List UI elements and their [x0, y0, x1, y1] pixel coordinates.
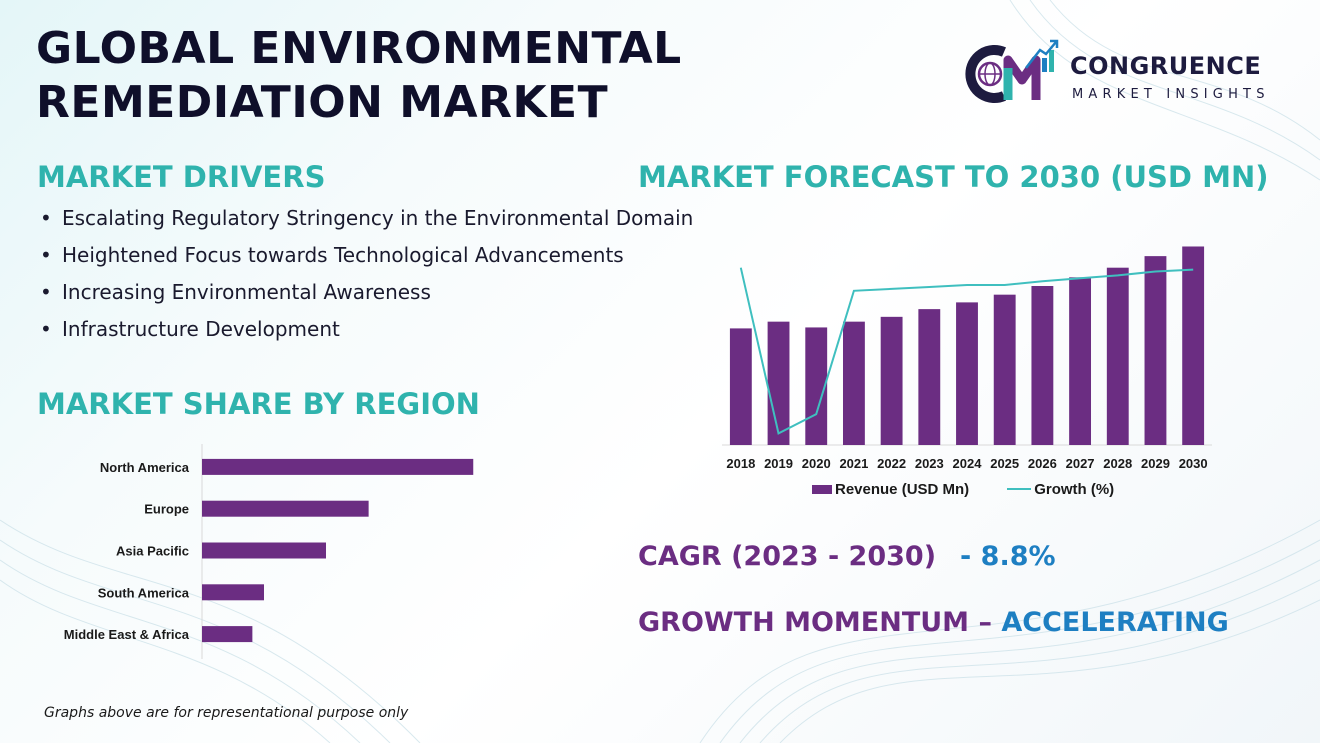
logo-name: CONGRUENCE — [1070, 52, 1262, 80]
legend-label-growth: Growth (%) — [1034, 480, 1115, 498]
forecast-chart: 2018 2019 2020 2021 2022 2023 2024 2025 2026 2027… — [722, 246, 1212, 471]
revenue-bar — [805, 327, 828, 445]
x-tick-label: 2025 — [990, 456, 1019, 471]
market-forecast-heading: MARKET FORECAST TO 2030 (USD MN) — [638, 160, 1269, 194]
driver-item: Heightened Focus towards Technological A… — [38, 237, 694, 274]
cagr-value: - 8.8% — [960, 541, 1056, 572]
x-tick-label: 2028 — [1103, 456, 1132, 471]
region-bar — [202, 458, 474, 475]
region-label: Middle East & Africa — [64, 627, 190, 642]
footnote: Graphs above are for representational pu… — [44, 705, 409, 721]
market-share-heading: MARKET SHARE BY REGION — [37, 387, 480, 421]
region-label: Europe — [144, 502, 189, 517]
revenue-bar — [729, 328, 752, 445]
region-chart: North America Europe Asia Pacific South Ame… — [64, 444, 474, 659]
revenue-bar — [1031, 286, 1054, 445]
x-tick-label: 2030 — [1179, 456, 1208, 471]
growth-momentum-label: GROWTH MOMENTUM – — [638, 607, 992, 638]
x-tick-label: 2029 — [1141, 456, 1170, 471]
revenue-bar — [767, 321, 790, 445]
x-tick-label: 2019 — [764, 456, 793, 471]
driver-item: Increasing Environmental Awareness — [38, 274, 694, 311]
x-tick-label: 2026 — [1028, 456, 1057, 471]
revenue-bar — [1069, 277, 1092, 445]
driver-item: Escalating Regulatory Stringency in the … — [38, 200, 694, 237]
x-tick-label: 2021 — [839, 456, 868, 471]
driver-item: Infrastructure Development — [38, 311, 694, 348]
company-logo: CONGRUENCE MARKET INSIGHTS — [964, 38, 1284, 108]
page-title: GLOBAL ENVIRONMENTAL REMEDIATION MARKET — [36, 22, 682, 130]
x-tick-label: 2027 — [1066, 456, 1095, 471]
revenue-bar — [956, 302, 978, 445]
revenue-bar — [993, 294, 1016, 445]
logo-tagline: MARKET INSIGHTS — [1072, 87, 1270, 102]
market-drivers-list: Escalating Regulatory Stringency in the … — [38, 200, 694, 348]
growth-momentum-statement: GROWTH MOMENTUM – ACCELERATING — [638, 607, 1229, 638]
forecast-legend: Revenue (USD Mn) Growth (%) — [812, 479, 1114, 499]
revenue-bar — [918, 309, 941, 445]
region-label: Asia Pacific — [116, 544, 189, 559]
x-tick-label: 2018 — [726, 456, 755, 471]
revenue-bar — [842, 321, 865, 445]
x-tick-label: 2023 — [915, 456, 944, 471]
revenue-bar — [1106, 267, 1129, 445]
legend-swatch-revenue — [812, 484, 832, 494]
region-label: North America — [100, 460, 190, 475]
region-label: South America — [98, 585, 190, 600]
page-title-line-1: GLOBAL ENVIRONMENTAL — [36, 23, 682, 74]
page-title-line-2: REMEDIATION MARKET — [36, 77, 609, 128]
cagr-statement: CAGR (2023 - 2030) - 8.8% — [638, 541, 1056, 572]
x-tick-label: 2020 — [802, 456, 831, 471]
x-tick-label: 2024 — [953, 456, 983, 471]
revenue-bar — [880, 316, 903, 445]
region-bar — [202, 542, 326, 559]
legend-swatch-growth — [1007, 488, 1032, 490]
growth-momentum-value: ACCELERATING — [991, 607, 1229, 638]
x-tick-label: 2022 — [877, 456, 906, 471]
market-drivers-heading: MARKET DRIVERS — [37, 160, 326, 194]
region-bar — [202, 584, 264, 601]
growth-line — [739, 267, 1194, 435]
legend-label-revenue: Revenue (USD Mn) — [835, 480, 970, 498]
cagr-label: CAGR (2023 - 2030) — [638, 541, 937, 572]
revenue-bar — [1144, 256, 1167, 445]
revenue-bar — [1182, 246, 1205, 445]
region-bar — [202, 500, 369, 517]
congruence-logo-icon — [965, 39, 1059, 103]
region-bar — [202, 626, 253, 643]
